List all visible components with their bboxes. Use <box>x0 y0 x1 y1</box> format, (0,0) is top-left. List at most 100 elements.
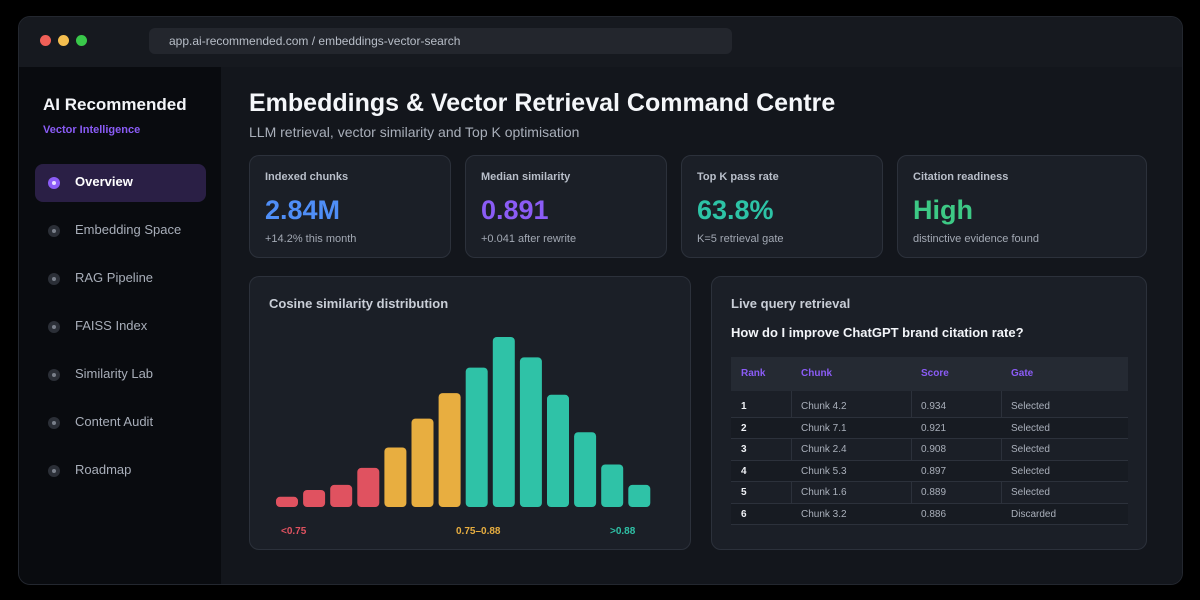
column-divider <box>791 391 792 521</box>
query-text: How do I improve ChatGPT brand citation … <box>731 325 1024 340</box>
maximize-window-button[interactable] <box>76 35 87 46</box>
table-row[interactable]: 4 Chunk 5.3 0.897 Selected <box>731 460 1128 482</box>
nav-bullet-icon <box>48 273 60 285</box>
kpi-label: Indexed chunks <box>265 171 349 183</box>
nav-bullet-icon <box>48 417 60 429</box>
kpi-value: 0.891 <box>481 195 549 225</box>
histogram-bar <box>357 467 380 507</box>
brand-subtitle: Vector Intelligence <box>43 124 141 136</box>
page-subtitle: LLM retrieval, vector similarity and Top… <box>249 124 580 140</box>
bucket-label: 0.75–0.88 <box>456 526 501 537</box>
retrieval-table: Rank Chunk Score Gate 1 Chunk 4.2 0.934 … <box>731 357 1128 525</box>
bucket-label: >0.88 <box>610 526 636 537</box>
page-title: Embeddings & Vector Retrieval Command Ce… <box>249 89 836 117</box>
nav-bullet-icon <box>48 225 60 237</box>
table-header: Rank Chunk Score Gate <box>731 357 1128 391</box>
browser-titlebar: app.ai-recommended.com / embeddings-vect… <box>19 17 1182 67</box>
nav-bullet-icon <box>48 177 60 189</box>
histogram-bar <box>303 490 326 507</box>
kpi-card-top-k-pass-rate: Top K pass rate 63.8% K=5 retrieval gate <box>681 155 883 258</box>
histogram-bar <box>547 394 569 507</box>
cell-gate: Selected <box>1011 401 1050 412</box>
nav-bullet-icon <box>48 321 60 333</box>
histogram-bar <box>276 496 298 507</box>
app-window: app.ai-recommended.com / embeddings-vect… <box>18 16 1183 585</box>
cell-score: 0.897 <box>921 465 947 477</box>
kpi-card-median-similarity: Median similarity 0.891 +0.041 after rew… <box>465 155 667 258</box>
column-header-score[interactable]: Score <box>921 368 949 379</box>
table-row[interactable]: 2 Chunk 7.1 0.921 Selected <box>731 417 1128 439</box>
cell-chunk: Chunk 2.4 <box>801 444 847 455</box>
sidebar-item-label: Similarity Lab <box>75 366 154 381</box>
cell-chunk: Chunk 1.6 <box>801 487 847 498</box>
kpi-note: +0.041 after rewrite <box>481 233 577 245</box>
column-divider <box>1001 391 1002 521</box>
sidebar-item-roadmap[interactable]: Roadmap <box>35 452 206 490</box>
column-header-chunk[interactable]: Chunk <box>801 368 833 379</box>
sidebar-item-label: Embedding Space <box>75 222 182 237</box>
histogram-bar <box>438 393 461 507</box>
kpi-label: Median similarity <box>481 171 571 183</box>
sidebar-item-label: RAG Pipeline <box>75 270 154 285</box>
kpi-note: +14.2% this month <box>265 233 357 245</box>
main-content: Embeddings & Vector Retrieval Command Ce… <box>221 67 1182 584</box>
kpi-value: High <box>913 195 973 225</box>
minimize-window-button[interactable] <box>58 35 69 46</box>
panel-title: Live query retrieval <box>731 296 851 311</box>
kpi-note: distinctive evidence found <box>913 233 1039 245</box>
brand-name: AI Recommended <box>43 95 187 114</box>
sidebar-item-rag-pipeline[interactable]: RAG Pipeline <box>35 260 206 298</box>
sidebar-item-label: FAISS Index <box>75 318 148 333</box>
column-header-gate[interactable]: Gate <box>1011 368 1034 379</box>
table-row[interactable]: 1 Chunk 4.2 0.934 Selected <box>731 396 1128 418</box>
chart-title: Cosine similarity distribution <box>269 296 449 311</box>
cell-score: 0.886 <box>921 508 947 520</box>
histogram-bar <box>330 484 353 507</box>
histogram-bar <box>574 432 597 507</box>
similarity-histogram: <0.75 0.75–0.88 >0.88 <box>276 337 651 537</box>
column-header-rank[interactable]: Rank <box>741 368 766 379</box>
histogram-bar <box>384 447 407 507</box>
sidebar-item-label: Content Audit <box>75 414 154 429</box>
table-row[interactable]: 5 Chunk 1.6 0.889 Selected <box>731 482 1128 504</box>
cell-chunk: Chunk 3.2 <box>801 508 847 520</box>
kpi-label: Top K pass rate <box>697 171 779 183</box>
table-row[interactable]: 3 Chunk 2.4 0.908 Selected <box>731 439 1128 461</box>
sidebar-item-similarity-lab[interactable]: Similarity Lab <box>35 356 206 394</box>
table-row[interactable]: 6 Chunk 3.2 0.886 Discarded <box>731 503 1128 525</box>
cell-score: 0.934 <box>921 401 947 412</box>
sidebar-item-label: Overview <box>75 174 133 189</box>
address-bar[interactable]: app.ai-recommended.com / embeddings-vect… <box>149 28 732 54</box>
kpi-label: Citation readiness <box>913 171 1009 183</box>
cell-gate: Selected <box>1011 487 1050 498</box>
sidebar-item-embedding-space[interactable]: Embedding Space <box>35 212 206 250</box>
cell-chunk: Chunk 5.3 <box>801 465 847 477</box>
sidebar-item-faiss-index[interactable]: FAISS Index <box>35 308 206 346</box>
cell-gate: Selected <box>1011 422 1050 434</box>
cell-rank: 2 <box>741 422 747 434</box>
cell-rank: 1 <box>741 401 747 412</box>
cell-gate: Selected <box>1011 444 1050 455</box>
cell-gate: Selected <box>1011 465 1050 477</box>
cell-score: 0.921 <box>921 422 947 434</box>
sidebar-item-content-audit[interactable]: Content Audit <box>35 404 206 442</box>
kpi-value: 2.84M <box>265 195 341 225</box>
nav-bullet-icon <box>48 369 60 381</box>
kpi-card-indexed-chunks: Indexed chunks 2.84M +14.2% this month <box>249 155 451 258</box>
histogram-bar <box>492 337 515 507</box>
cell-chunk: Chunk 4.2 <box>801 401 847 412</box>
kpi-value: 63.8% <box>697 195 774 225</box>
cell-rank: 5 <box>741 487 747 498</box>
cell-gate: Discarded <box>1011 508 1057 520</box>
cell-score: 0.889 <box>921 487 947 498</box>
column-divider <box>911 391 912 521</box>
kpi-card-citation-readiness: Citation readiness High distinctive evid… <box>897 155 1147 258</box>
close-window-button[interactable] <box>40 35 51 46</box>
cell-rank: 6 <box>741 508 747 520</box>
nav-bullet-icon <box>48 465 60 477</box>
histogram-bar <box>628 484 651 507</box>
histogram-bar <box>601 464 624 507</box>
cell-rank: 3 <box>741 444 747 455</box>
sidebar-item-overview[interactable]: Overview <box>35 164 206 202</box>
cell-chunk: Chunk 7.1 <box>801 422 847 434</box>
